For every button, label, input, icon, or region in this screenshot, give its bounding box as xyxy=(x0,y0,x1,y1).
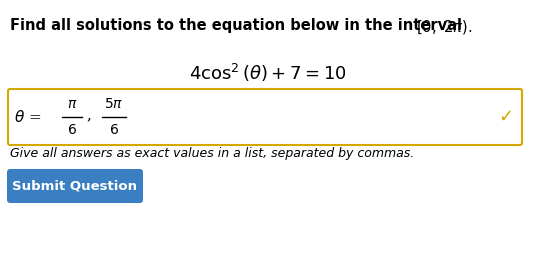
Text: $6$: $6$ xyxy=(109,123,119,137)
FancyBboxPatch shape xyxy=(7,169,143,203)
Text: Give all answers as exact values in a list, separated by commas.: Give all answers as exact values in a li… xyxy=(10,147,414,160)
Text: $[0,\ 2\pi).$: $[0,\ 2\pi).$ xyxy=(416,18,472,36)
Text: Submit Question: Submit Question xyxy=(12,180,138,192)
FancyBboxPatch shape xyxy=(8,89,522,145)
Text: ✓: ✓ xyxy=(498,108,513,126)
Text: $4\cos^2(\theta) + 7 = 10$: $4\cos^2(\theta) + 7 = 10$ xyxy=(189,62,347,84)
Text: $\theta$ =: $\theta$ = xyxy=(14,109,41,125)
Text: $5\pi$: $5\pi$ xyxy=(105,97,124,111)
Text: $6$: $6$ xyxy=(67,123,77,137)
Text: $\pi$: $\pi$ xyxy=(67,97,77,111)
Text: Find all solutions to the equation below in the interval: Find all solutions to the equation below… xyxy=(10,18,467,33)
Text: ,: , xyxy=(86,108,91,122)
